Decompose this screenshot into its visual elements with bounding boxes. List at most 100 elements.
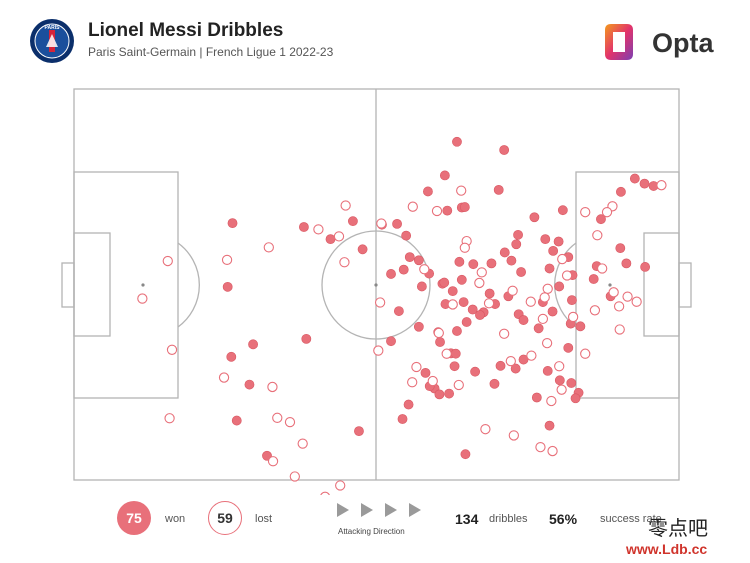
success-rate-label: success rate [600, 513, 662, 525]
dribble-lost-point [427, 375, 438, 387]
dribble-won-point [348, 216, 358, 227]
dribble-won-point [531, 392, 542, 403]
dribble-lost-point [374, 297, 386, 308]
dribble-won-point [499, 247, 510, 258]
dribble-won-point [616, 186, 626, 197]
dribble-won-point [506, 255, 517, 266]
dribble-lost-point [526, 350, 537, 361]
watermark-url: www.Ldb.cc [626, 541, 708, 557]
dribble-lost-point [476, 267, 487, 278]
dribble-won-point [454, 256, 465, 267]
dribble-lost-point [597, 263, 608, 274]
dribble-won-point [640, 262, 651, 272]
dribble-won-point [563, 342, 574, 353]
dribble-lost-point [622, 291, 633, 302]
dribble-lost-point [339, 257, 350, 268]
right-penalty-box [575, 171, 680, 399]
psg-badge: PARIS [30, 19, 74, 63]
dribble-won-point [227, 218, 238, 229]
dribble-lost-point [592, 230, 603, 241]
dribble-lost-point [499, 328, 510, 339]
dribble-lost-point [313, 224, 324, 235]
dribble-lost-point [376, 218, 387, 229]
dribble-won-point [499, 145, 510, 155]
dribble-lost-point [613, 301, 625, 312]
dribble-won-point [548, 245, 559, 256]
chart-subtitle: Paris Saint-Germain | French Ligue 1 202… [88, 45, 334, 59]
left-penalty-spot [141, 283, 145, 287]
dribble-lost-point [537, 313, 549, 325]
centre-circle [321, 230, 431, 340]
dribble-won-point [475, 310, 485, 320]
lost-count-badge: 59 [208, 501, 242, 535]
dribble-won-point [435, 337, 445, 347]
dribble-won-point [513, 229, 523, 240]
dribble-lost-point [525, 296, 536, 307]
dribble-lost-point [433, 327, 444, 339]
dribble-lost-point [567, 311, 579, 323]
left-penalty-box [73, 171, 179, 399]
dribble-lost-point [483, 298, 495, 309]
dribble-lost-point [505, 355, 516, 367]
dribble-lost-point [218, 372, 230, 383]
dribble-lost-point [289, 471, 300, 482]
dribble-won-point [516, 267, 526, 277]
dribble-lost-point [267, 381, 278, 393]
dribble-lost-point [556, 384, 567, 395]
dribble-lost-point [320, 491, 330, 495]
dribble-won-point [495, 360, 506, 371]
dribble-won-point [231, 415, 242, 426]
dribble-lost-point [456, 185, 467, 196]
legend-bar: 75 won 59 lost Attacking Direction 134 d… [0, 495, 750, 545]
dribble-lost-point [340, 200, 351, 211]
dribble-won-point [557, 205, 568, 216]
dribble-won-point [470, 366, 481, 377]
dribble-won-point [575, 321, 586, 332]
dribble-won-point [452, 326, 462, 336]
dribble-won-point [354, 426, 364, 437]
dribble-won-point [493, 184, 504, 195]
opta-logo-icon [605, 24, 633, 60]
dribble-won-point [615, 243, 626, 254]
dribble-lost-point [373, 345, 384, 356]
badge-text: PARIS [45, 25, 61, 31]
dribble-lost-point [162, 255, 173, 267]
dribble-won-point [386, 336, 396, 347]
dribble-won-point [596, 214, 606, 225]
dribble-won-point [459, 202, 470, 212]
dribble-won-point [529, 212, 540, 223]
dribble-won-point [393, 306, 404, 316]
dribble-lost-point [453, 379, 464, 391]
dribble-won-point [460, 449, 471, 460]
pitch-plot [61, 88, 692, 495]
dribble-won-point [458, 297, 469, 307]
dribble-lost-point [541, 337, 553, 349]
dribble-won-point [621, 258, 632, 269]
dribble-won-point [423, 186, 433, 197]
dribble-won-point [248, 339, 258, 350]
won-label: won [165, 513, 186, 525]
dribble-lost-point [580, 348, 591, 359]
dribble-won-point [392, 218, 402, 229]
dribble-won-point [298, 222, 309, 232]
dribble-won-point [570, 393, 581, 404]
dribble-lost-point [137, 293, 148, 304]
dribble-lost-point [164, 413, 175, 424]
attacking-direction-label: Attacking Direction [338, 527, 405, 536]
watermark-chinese: 零点吧 [648, 516, 708, 540]
dribble-lost-point [631, 296, 642, 307]
dribble-won-point [544, 263, 555, 274]
dribble-won-point [434, 389, 445, 400]
dribble-lost-point [561, 270, 573, 281]
right-penalty-spot [608, 283, 612, 287]
chart-title: Lionel Messi Dribbles [88, 20, 284, 41]
dribble-won-point [386, 269, 396, 279]
dribble-lost-point [547, 445, 558, 457]
dribble-lost-point [407, 377, 418, 388]
dribble-lost-point [272, 412, 283, 423]
dribble-lost-point [580, 207, 591, 218]
dribble-lost-point [221, 254, 233, 266]
dribble-won-point [449, 361, 460, 372]
success-rate-value: 56% [549, 511, 578, 527]
dribble-won-point [467, 304, 478, 315]
